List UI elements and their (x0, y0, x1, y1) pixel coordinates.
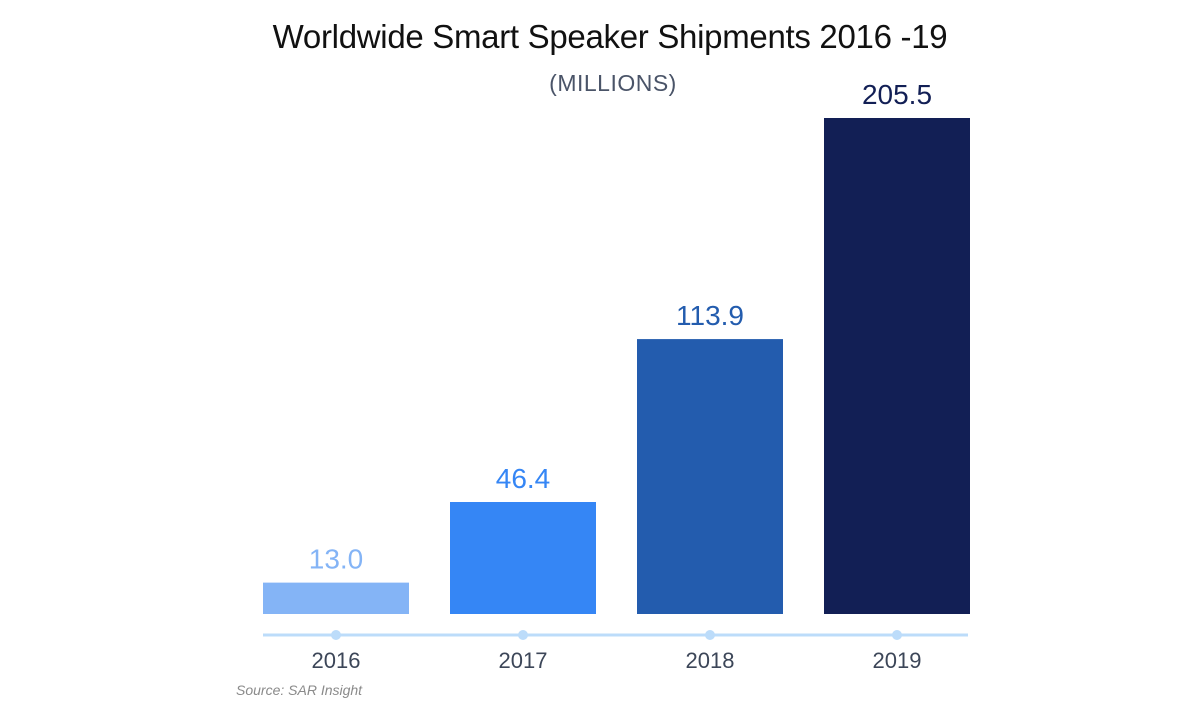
labels-layer: 13.0 46.4 113.9 205.5 (309, 79, 932, 575)
chart-title: Worldwide Smart Speaker Shipments 2016 -… (272, 18, 948, 55)
tick-dot-2018 (705, 630, 715, 640)
data-label-2018: 113.9 (676, 300, 744, 331)
bar-2016 (263, 582, 409, 614)
tick-dot-2017 (518, 630, 528, 640)
x-axis: 2016 2017 2018 2019 (263, 630, 968, 673)
tick-label-2019: 2019 (873, 648, 922, 673)
data-label-2016: 13.0 (309, 544, 364, 575)
bar-2018 (637, 339, 783, 614)
bar-2019 (824, 118, 970, 614)
tick-dot-2016 (331, 630, 341, 640)
tick-label-2017: 2017 (499, 648, 548, 673)
bar-2017 (450, 502, 596, 614)
source-note: Source: SAR Insight (236, 682, 363, 698)
tick-label-2018: 2018 (686, 648, 735, 673)
data-label-2017: 46.4 (496, 463, 551, 494)
tick-dot-2019 (892, 630, 902, 640)
data-label-2019: 205.5 (862, 79, 932, 110)
bars-layer (263, 118, 970, 614)
chart-subtitle: (MILLIONS) (549, 70, 677, 96)
tick-label-2016: 2016 (312, 648, 361, 673)
